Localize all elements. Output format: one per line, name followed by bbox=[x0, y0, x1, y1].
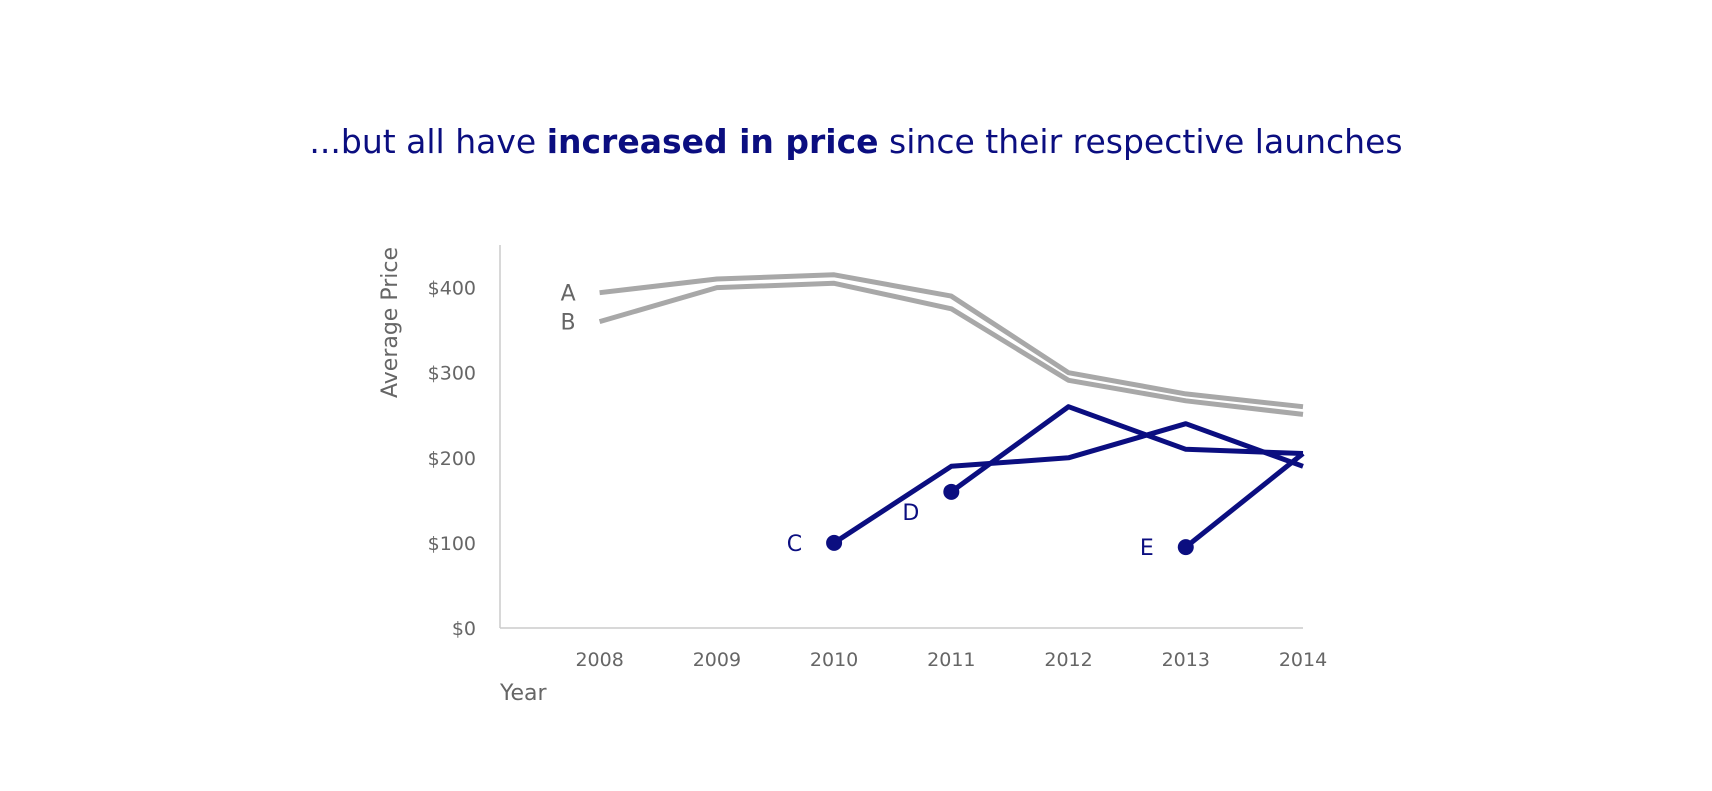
series-lines bbox=[598, 272, 1305, 556]
series-line-b bbox=[598, 280, 1304, 417]
x-tick-label: 2009 bbox=[693, 649, 741, 671]
y-tick-label: $200 bbox=[428, 448, 476, 470]
y-axis-title: Average Price bbox=[378, 247, 403, 398]
series-line-a bbox=[599, 272, 1304, 410]
series-label-d: D bbox=[902, 501, 919, 526]
series-start-marker-e bbox=[1177, 539, 1194, 556]
x-tick-label: 2008 bbox=[575, 649, 623, 671]
chart-title-emphasis: increased in price bbox=[546, 122, 879, 161]
chart-title-prefix: ...but all have bbox=[309, 122, 547, 161]
chart-axes bbox=[499, 245, 1303, 629]
series-line-e bbox=[1184, 451, 1305, 550]
y-tick-label: $400 bbox=[428, 278, 476, 300]
chart-title-suffix: since their respective launches bbox=[878, 122, 1403, 161]
series-label-c: C bbox=[787, 532, 802, 557]
x-tick-label: 2012 bbox=[1044, 649, 1092, 671]
x-axis-title: Year bbox=[499, 681, 548, 706]
tick-labels: $0 $100 $200 $300 $400 2008 2009 2010 2011 2012 20… bbox=[428, 278, 1328, 671]
series-line-d bbox=[949, 404, 1304, 494]
chart-title: ...but all have increased in price since… bbox=[0, 122, 1712, 161]
series-line-c bbox=[832, 421, 1304, 545]
y-tick-label: $0 bbox=[452, 618, 476, 640]
series-start-marker-d bbox=[943, 483, 960, 500]
y-tick-label: $100 bbox=[428, 533, 476, 555]
series-labels: AB C D E bbox=[561, 282, 1154, 561]
series-label-a: A bbox=[561, 282, 576, 307]
x-tick-label: 2014 bbox=[1279, 649, 1327, 671]
series-label-e: E bbox=[1140, 536, 1154, 561]
x-tick-label: 2011 bbox=[927, 649, 975, 671]
series-start-marker-c bbox=[826, 534, 843, 551]
y-tick-label: $300 bbox=[428, 363, 476, 385]
series-label-b: B bbox=[561, 311, 576, 336]
x-tick-label: 2010 bbox=[810, 649, 858, 671]
x-tick-label: 2013 bbox=[1162, 649, 1210, 671]
